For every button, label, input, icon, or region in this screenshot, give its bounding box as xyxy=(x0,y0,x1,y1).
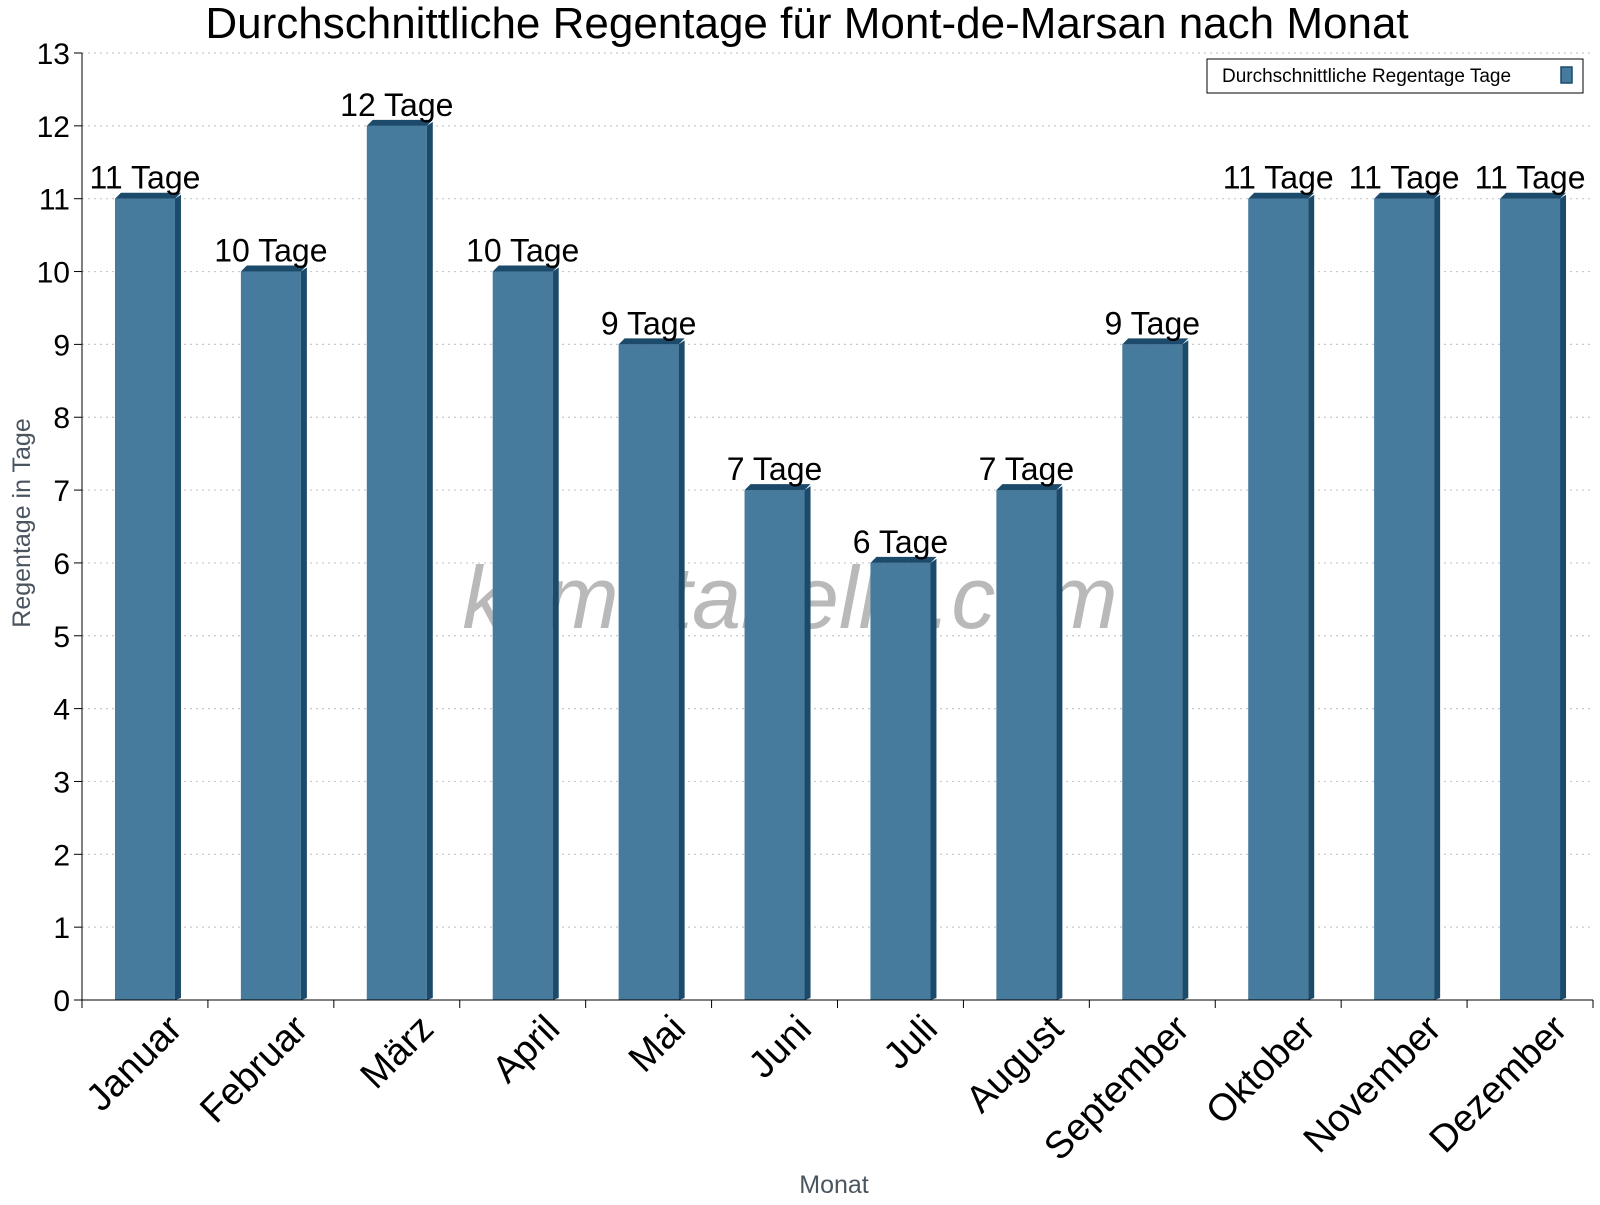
data-label: 6 Tage xyxy=(853,524,949,560)
chart-title: Durchschnittliche Regentage für Mont-de-… xyxy=(205,0,1408,48)
y-tick-label: 4 xyxy=(53,694,70,727)
bar-front xyxy=(240,271,301,1000)
bar-front xyxy=(492,271,553,1000)
x-tick-label: Juli xyxy=(876,1008,946,1078)
bar-top xyxy=(618,338,685,345)
bar-top xyxy=(744,484,811,491)
data-label: 12 Tage xyxy=(340,87,453,123)
data-label: 10 Tage xyxy=(466,233,579,269)
y-tick-label: 11 xyxy=(39,184,70,217)
data-label: 7 Tage xyxy=(979,451,1075,487)
bar-top xyxy=(1374,192,1441,199)
bar xyxy=(366,119,433,1001)
y-tick-label: 6 xyxy=(53,548,70,581)
bar xyxy=(744,484,811,1001)
bar-front xyxy=(744,490,805,1000)
bar xyxy=(618,338,685,1000)
bar xyxy=(1248,192,1315,1000)
x-tick-label: Oktober xyxy=(1198,1007,1324,1133)
bar-side xyxy=(1308,194,1315,1000)
bar-top xyxy=(1122,338,1189,345)
bar-front xyxy=(870,562,931,1000)
x-tick-label: Juni xyxy=(741,1008,820,1087)
x-tick-label: Januar xyxy=(78,1007,190,1119)
legend-box xyxy=(1206,58,1584,94)
y-tick-label: 2 xyxy=(53,839,70,872)
data-label: 7 Tage xyxy=(727,451,823,487)
bar xyxy=(114,192,181,1000)
data-labels: 11 Tage 10 Tage 12 Tage 10 Tage 9 Tage 7 Tage… xyxy=(89,87,1585,560)
bar xyxy=(870,556,937,1000)
data-label: 11 Tage xyxy=(1223,160,1334,196)
y-tick-label: 7 xyxy=(53,475,70,508)
y-tick-label: 10 xyxy=(37,257,70,290)
bar-front xyxy=(1500,198,1561,1000)
y-tick-label: 13 xyxy=(37,38,70,71)
legend: Durchschnittliche Regentage Tage xyxy=(1206,58,1584,94)
x-tick-label: Mai xyxy=(621,1008,694,1081)
bar xyxy=(996,484,1063,1001)
data-label: 10 Tage xyxy=(214,233,327,269)
data-label: 9 Tage xyxy=(601,305,697,341)
bar xyxy=(1374,192,1441,1000)
bar-top xyxy=(492,265,559,272)
bar xyxy=(492,265,559,1000)
y-tick-label: 5 xyxy=(53,621,70,654)
data-label: 11 Tage xyxy=(1349,160,1460,196)
bar-top xyxy=(1248,192,1315,199)
bar xyxy=(240,265,307,1000)
y-tick-label: 1 xyxy=(53,912,70,945)
bar-front xyxy=(114,198,175,1000)
y-tick-label: 12 xyxy=(37,111,70,144)
bar-side xyxy=(1056,486,1063,1001)
bar-top xyxy=(1500,192,1567,199)
bar-side xyxy=(1560,194,1567,1000)
bar-side xyxy=(804,486,811,1001)
bar-front xyxy=(366,125,427,1001)
bar-side xyxy=(300,267,307,1000)
bar-top xyxy=(240,265,307,272)
bar-front xyxy=(618,344,679,1000)
bar-side xyxy=(426,121,433,1001)
bar xyxy=(1500,192,1567,1000)
bars xyxy=(114,119,1567,1001)
bar xyxy=(1122,338,1189,1000)
bar-top xyxy=(996,484,1063,491)
bar-top xyxy=(114,192,181,199)
x-tick-label: April xyxy=(485,1008,568,1091)
x-tick-label: November xyxy=(1296,1007,1450,1161)
bar-front xyxy=(996,490,1057,1000)
bar-side xyxy=(552,267,559,1000)
bar-front xyxy=(1248,198,1309,1000)
bar-top xyxy=(870,556,937,563)
y-tick-label: 0 xyxy=(53,985,70,1018)
x-tick-label: August xyxy=(958,1007,1072,1121)
x-tick-label: März xyxy=(353,1008,442,1097)
y-tick-label: 8 xyxy=(53,402,70,435)
legend-swatch xyxy=(1560,66,1573,84)
x-tick-label: Februar xyxy=(192,1007,316,1131)
bar-side xyxy=(678,340,685,1000)
x-tick-label: Dezember xyxy=(1422,1007,1576,1161)
bar-front xyxy=(1374,198,1435,1000)
data-label: 11 Tage xyxy=(1475,160,1586,196)
bar-side xyxy=(174,194,181,1000)
bar-front xyxy=(1122,344,1183,1000)
bar-side xyxy=(930,558,937,1000)
data-label: 9 Tage xyxy=(1105,305,1201,341)
data-label: 11 Tage xyxy=(89,160,200,196)
x-axis-title: Monat xyxy=(799,1171,869,1199)
bar-side xyxy=(1434,194,1441,1000)
y-axis-title: Regentage in Tage xyxy=(8,418,36,627)
y-tick-label: 3 xyxy=(53,766,70,799)
legend-label: Durchschnittliche Regentage Tage xyxy=(1222,66,1511,87)
y-tick-label: 9 xyxy=(53,329,70,362)
bar-side xyxy=(1182,340,1189,1000)
bar-top xyxy=(366,119,433,126)
